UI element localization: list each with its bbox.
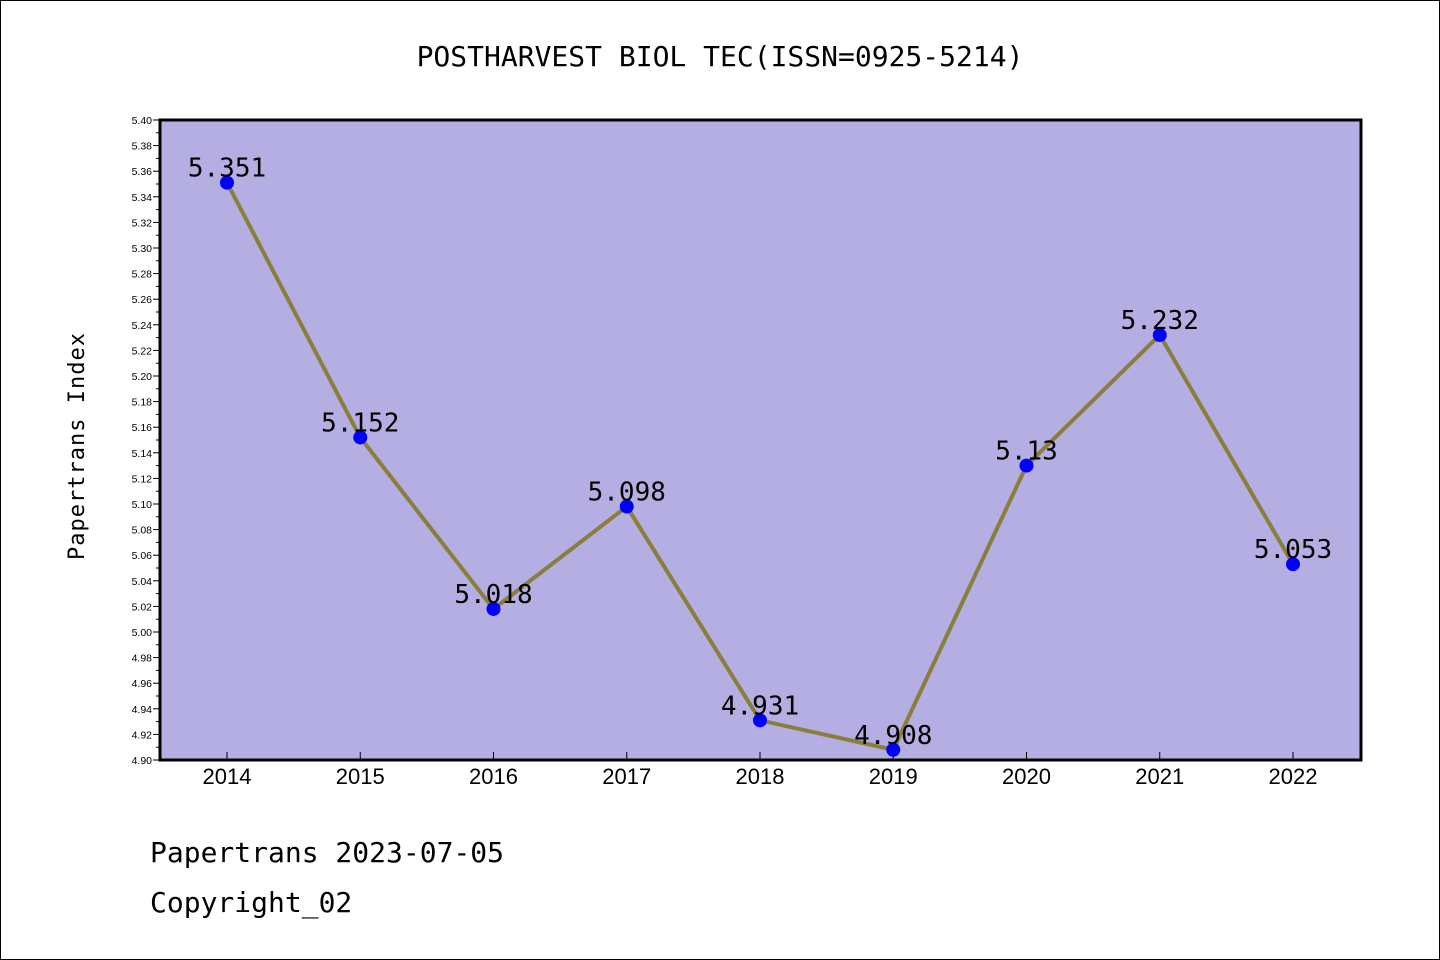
data-label: 5.098 [588, 478, 666, 508]
data-label: 5.152 [321, 408, 399, 438]
data-point [886, 742, 901, 757]
data-point [619, 499, 634, 514]
data-point [1286, 557, 1300, 572]
data-label: 4.908 [854, 721, 932, 751]
data-label: 5.232 [1121, 306, 1199, 336]
x-tick-label: 2017 [602, 764, 651, 789]
y-tick-label: 5.16 [132, 422, 153, 434]
y-tick-label: 5.26 [132, 294, 153, 306]
y-tick-label: 5.32 [132, 217, 153, 229]
data-point [486, 601, 501, 616]
y-tick-label: 4.96 [132, 678, 153, 690]
y-tick-label: 5.34 [132, 192, 153, 204]
y-tick-label: 5.40 [132, 115, 153, 127]
x-tick-label: 2019 [869, 764, 918, 789]
x-tick-label: 2015 [336, 764, 385, 789]
y-tick-label: 5.04 [132, 576, 153, 588]
data-point [220, 175, 234, 190]
y-tick-label: 5.00 [132, 627, 153, 639]
x-axis: 2014 2015 2016 2017 2018 2019 2020 2021 2022 [203, 752, 1318, 789]
y-axis: 4.90 4.92 4.94 4.96 4.98 5.00 5.02 5.04 5.06 5.08… [132, 115, 160, 767]
data-point [353, 430, 368, 445]
x-tick-label: 2016 [469, 764, 518, 789]
x-tick-label: 2022 [1269, 764, 1318, 789]
chart-title: POSTHARVEST BIOL TEC(ISSN=0925-5214) [417, 40, 1024, 73]
data-label: 5.053 [1254, 535, 1332, 565]
series-layer: 5.351 5.152 5.018 5.098 4.931 4.908 5.13 5.232 5… [188, 154, 1332, 757]
y-tick-label: 5.10 [132, 499, 153, 511]
y-tick-label: 5.06 [132, 550, 153, 562]
y-tick-label: 4.90 [132, 755, 153, 767]
footer-copyright: Copyright_02 [150, 886, 353, 919]
y-axis-label: Papertrans Index [65, 332, 90, 560]
y-tick-label: 5.36 [132, 166, 153, 178]
x-tick-label: 2014 [203, 764, 252, 789]
data-point [1019, 458, 1034, 473]
data-point [1152, 328, 1167, 343]
data-label: 5.351 [188, 154, 266, 184]
x-tick-label: 2020 [1002, 764, 1051, 789]
x-tick-label: 2018 [736, 764, 785, 789]
y-tick-label: 5.18 [132, 397, 153, 409]
data-label: 5.018 [454, 580, 532, 610]
data-label: 5.13 [995, 437, 1058, 467]
y-tick-label: 5.38 [132, 141, 153, 153]
y-tick-label: 5.22 [132, 345, 153, 357]
y-tick-label: 4.98 [132, 653, 153, 665]
y-tick-label: 5.08 [132, 525, 153, 537]
y-tick-label: 4.94 [132, 704, 153, 716]
y-tick-label: 5.12 [132, 473, 153, 485]
plot-border [158, 118, 1363, 762]
x-tick-label: 2021 [1135, 764, 1184, 789]
footer-date: Papertrans 2023-07-05 [150, 836, 505, 869]
y-tick-label: 5.14 [132, 448, 153, 460]
plot-area [160, 120, 1361, 760]
y-tick-label: 5.28 [132, 269, 153, 281]
y-tick-label: 5.24 [132, 320, 153, 332]
y-tick-label: 5.20 [132, 371, 153, 383]
data-label: 4.931 [721, 691, 799, 721]
data-point [753, 713, 767, 728]
y-tick-label: 5.30 [132, 243, 153, 255]
y-tick-label: 4.92 [132, 729, 153, 741]
y-tick-label: 5.02 [132, 601, 153, 613]
